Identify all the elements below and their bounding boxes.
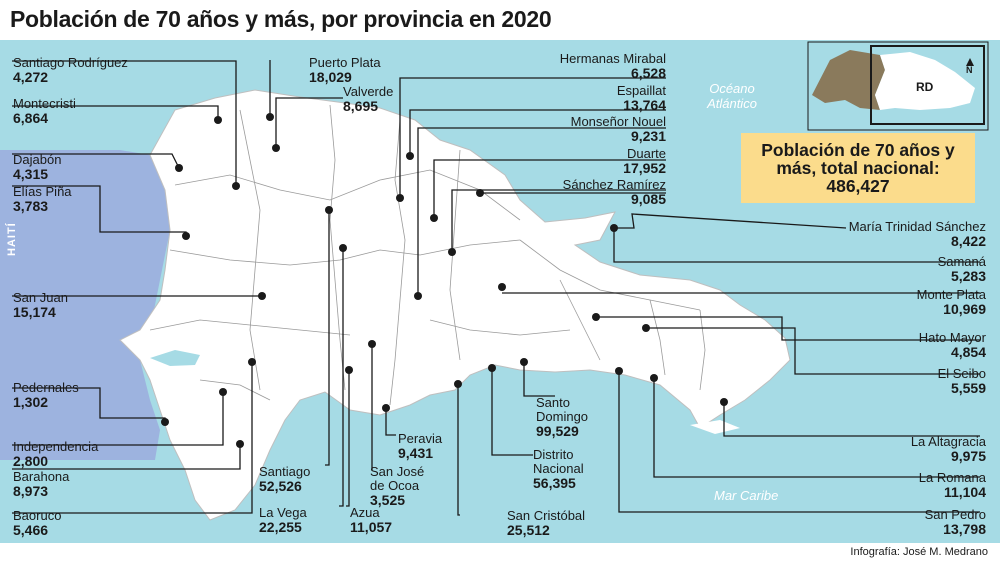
dot-san-cristobal	[454, 380, 462, 388]
dot-independencia	[219, 388, 227, 396]
total-box: Población de 70 años y más, total nacion…	[741, 133, 975, 203]
label-duarte: Duarte 17,952	[623, 146, 666, 176]
dot-elias-pina	[182, 232, 190, 240]
locator-inset	[807, 41, 989, 131]
label-sanchez-ramirez: Sánchez Ramírez 9,085	[562, 177, 666, 207]
label-san-juan: San Juan 15,174	[13, 290, 68, 320]
label-pedernales: Pedernales 1,302	[13, 380, 79, 410]
label-hermanas-mirabal: Hermanas Mirabal 6,528	[559, 51, 666, 81]
dot-distrito-nacional	[488, 364, 496, 372]
dot-hermanas-mirabal	[396, 194, 404, 202]
saona-island	[690, 420, 740, 434]
total-value: 486,427	[826, 176, 890, 196]
label-puerto-plata: Puerto Plata 18,029	[309, 55, 381, 85]
label-la-vega: La Vega 22,255	[259, 505, 307, 535]
dot-la-altagracia	[720, 398, 728, 406]
haiti-area	[0, 150, 170, 460]
dot-barahona	[236, 440, 244, 448]
dot-puerto-plata	[266, 113, 274, 121]
label-la-altagracia: La Altagracia 9,975	[910, 434, 986, 464]
dot-samana	[610, 224, 618, 232]
dot-espaillat	[406, 152, 414, 160]
inset-country-label: RD	[916, 80, 934, 94]
label-dajabon: Dajabón 4,315	[13, 152, 62, 182]
dot-la-vega	[339, 244, 347, 252]
label-baoruco: Baoruco 5,466	[13, 508, 62, 538]
label-barahona: Barahona 8,973	[13, 469, 70, 499]
province-dots	[161, 113, 728, 448]
inset-north-label: N	[966, 65, 973, 75]
label-santiago: Santiago 52,526	[259, 464, 311, 494]
dot-montecristi	[214, 116, 222, 124]
inset-focus-box	[870, 45, 985, 125]
dot-la-romana	[650, 374, 658, 382]
label-espaillat: Espaillat 13,764	[616, 83, 666, 113]
dot-santiago	[325, 206, 333, 214]
label-san-pedro: San Pedro 13,798	[924, 507, 986, 537]
label-monte-plata: Monte Plata 10,969	[916, 287, 986, 317]
dot-baoruco	[248, 358, 256, 366]
lake-enriquillo	[150, 350, 200, 366]
dot-valverde	[272, 144, 280, 152]
dot-monsenor-nouel	[414, 292, 422, 300]
label-independencia: Independencia 2,800	[13, 439, 99, 469]
label-hato-mayor: Hato Mayor 4,854	[918, 330, 986, 360]
label-santiago-rodriguez: Santiago Rodríguez 4,272	[13, 55, 128, 85]
dot-sanchez-ramirez	[448, 248, 456, 256]
caribbean-label: Mar Caribe	[714, 488, 779, 503]
label-santo-domingo: Santo Domingo 99,529	[536, 395, 589, 439]
leader-lines	[12, 60, 980, 516]
label-la-romana: La Romana 11,104	[918, 470, 986, 500]
dot-duarte	[430, 214, 438, 222]
label-samana: Samaná 5,283	[937, 254, 986, 284]
dot-santo-domingo	[520, 358, 528, 366]
credit-text: Infografía: José M. Medrano	[850, 546, 988, 558]
dot-san-juan	[258, 292, 266, 300]
label-valverde: Valverde 8,695	[343, 84, 394, 114]
label-san-cristobal: San Cristóbal 25,512	[507, 508, 586, 538]
page-title: Población de 70 años y más, por provinci…	[10, 6, 552, 32]
dot-san-jose-de-ocoa	[368, 340, 376, 348]
dot-hato-mayor	[642, 324, 650, 332]
dot-el-seibo	[592, 313, 600, 321]
dot-maria-trinidad-sanchez	[476, 189, 484, 197]
label-distrito-nacional: Distrito Nacional 56,395	[533, 447, 584, 491]
north-arrow-icon	[966, 58, 974, 66]
total-label: Población de 70 años y más, total nacion…	[761, 140, 955, 178]
label-montecristi: Montecristi 6,864	[13, 96, 76, 126]
inset-dr	[875, 52, 975, 110]
label-azua: Azua 11,057	[350, 505, 393, 535]
ocean-label: Océano Atlántico	[707, 81, 757, 111]
haiti-label: HAITÍ	[6, 222, 18, 256]
province-borders	[149, 104, 706, 406]
dot-santiago-rodriguez	[232, 182, 240, 190]
label-el-seibo: El Seibo 5,559	[937, 366, 986, 396]
dot-peravia	[382, 404, 390, 412]
inset-haiti	[812, 50, 885, 110]
label-monsenor-nouel: Monseñor Nouel 9,231	[570, 114, 666, 144]
dot-san-pedro	[615, 367, 623, 375]
dot-azua	[345, 366, 353, 374]
label-elias-pina: Elías Piña 3,783	[13, 184, 72, 214]
label-maria-trinidad-sanchez: María Trinidad Sánchez 8,422	[848, 219, 986, 249]
dot-pedernales	[161, 418, 169, 426]
dot-dajabon	[175, 164, 183, 172]
label-peravia: Peravia 9,431	[398, 431, 443, 461]
label-san-jose-de-ocoa: San José de Ocoa 3,525	[370, 464, 425, 508]
dot-monte-plata	[498, 283, 506, 291]
